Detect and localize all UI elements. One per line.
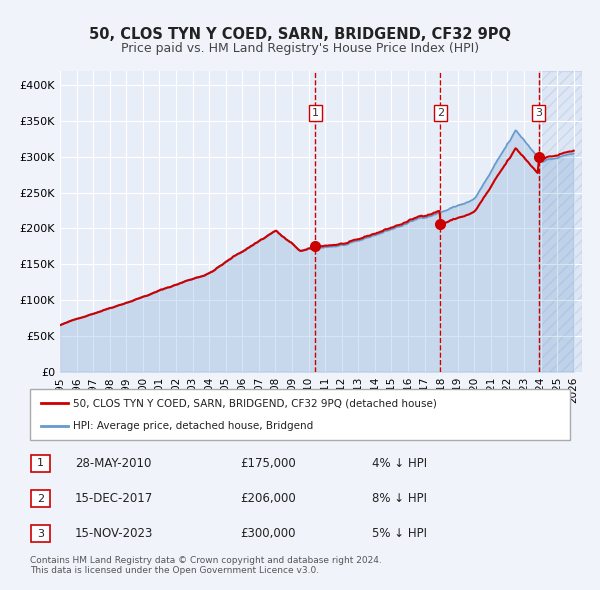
Text: 50, CLOS TYN Y COED, SARN, BRIDGEND, CF32 9PQ: 50, CLOS TYN Y COED, SARN, BRIDGEND, CF3… — [89, 27, 511, 41]
Text: 1: 1 — [37, 458, 44, 468]
Text: 3: 3 — [37, 529, 44, 539]
Text: 4% ↓ HPI: 4% ↓ HPI — [372, 457, 427, 470]
Text: 2: 2 — [37, 494, 44, 503]
FancyBboxPatch shape — [31, 455, 50, 471]
Text: 8% ↓ HPI: 8% ↓ HPI — [372, 492, 427, 505]
Bar — [539, 71, 582, 372]
FancyBboxPatch shape — [31, 490, 50, 507]
Text: 3: 3 — [535, 108, 542, 118]
Text: Price paid vs. HM Land Registry's House Price Index (HPI): Price paid vs. HM Land Registry's House … — [121, 42, 479, 55]
Text: 15-DEC-2017: 15-DEC-2017 — [75, 492, 153, 505]
FancyBboxPatch shape — [31, 526, 50, 542]
Text: 1: 1 — [312, 108, 319, 118]
Text: HPI: Average price, detached house, Bridgend: HPI: Average price, detached house, Brid… — [73, 421, 313, 431]
Text: £206,000: £206,000 — [240, 492, 296, 505]
Text: 15-NOV-2023: 15-NOV-2023 — [75, 527, 154, 540]
Text: 2: 2 — [437, 108, 444, 118]
Bar — [539, 71, 582, 372]
Text: 50, CLOS TYN Y COED, SARN, BRIDGEND, CF32 9PQ (detached house): 50, CLOS TYN Y COED, SARN, BRIDGEND, CF3… — [73, 398, 437, 408]
Text: £300,000: £300,000 — [240, 527, 296, 540]
Text: 28-MAY-2010: 28-MAY-2010 — [75, 457, 151, 470]
Text: 5% ↓ HPI: 5% ↓ HPI — [372, 527, 427, 540]
Text: £175,000: £175,000 — [240, 457, 296, 470]
Text: Contains HM Land Registry data © Crown copyright and database right 2024.
This d: Contains HM Land Registry data © Crown c… — [30, 556, 382, 575]
FancyBboxPatch shape — [30, 389, 570, 440]
